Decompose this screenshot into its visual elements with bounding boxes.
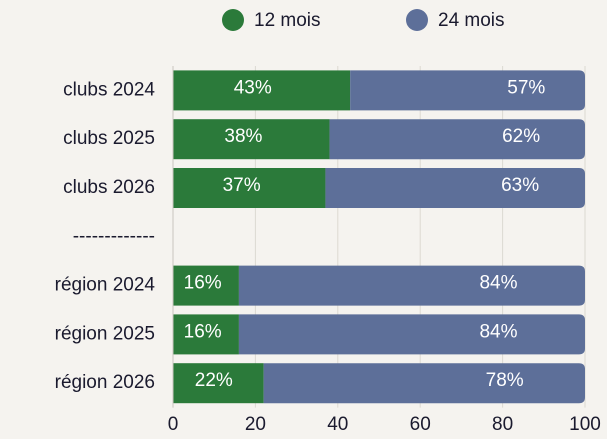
value-label: 22% (195, 370, 233, 391)
bar-segment (173, 168, 326, 208)
value-label: 37% (223, 175, 261, 196)
value-label: 16% (184, 273, 222, 294)
y-tick-label: région 2026 (55, 372, 155, 393)
bar-segment (325, 168, 585, 208)
x-tick-label: 20 (245, 414, 266, 435)
bar-segment (238, 265, 586, 306)
x-tick-label: 80 (492, 414, 513, 435)
bar-segment (238, 314, 586, 355)
x-tick-label: 40 (327, 414, 348, 435)
bar-segment (329, 119, 585, 160)
value-label: 16% (184, 321, 222, 342)
y-tick-label: clubs 2025 (63, 128, 155, 149)
bar-segment (173, 119, 330, 160)
x-tick-label: 100 (569, 414, 601, 435)
bar-segment (173, 314, 239, 355)
legend-label: 24 mois (438, 10, 505, 31)
bar-segment (263, 363, 585, 404)
bar-segment (173, 363, 264, 404)
value-label: 38% (224, 126, 262, 147)
y-tick-label: clubs 2026 (63, 177, 155, 198)
x-tick-label: 0 (168, 414, 179, 435)
bar-segment (173, 70, 351, 111)
y-tick-label: ------------- (73, 226, 155, 247)
bar-segment (350, 70, 585, 111)
bar-segment (173, 265, 239, 306)
value-label: 78% (486, 370, 524, 391)
value-label: 84% (479, 321, 517, 342)
value-label: 63% (501, 175, 539, 196)
y-tick-label: région 2024 (55, 275, 156, 296)
legend-swatch (222, 9, 244, 31)
value-label: 84% (479, 273, 517, 294)
value-label: 43% (234, 77, 272, 98)
value-label: 62% (502, 126, 540, 147)
y-tick-label: région 2025 (55, 323, 155, 344)
legend-label: 12 mois (254, 10, 321, 31)
value-label: 57% (507, 77, 545, 98)
x-tick-label: 60 (410, 414, 431, 435)
legend-swatch (406, 9, 428, 31)
y-tick-label: clubs 2024 (63, 79, 155, 100)
